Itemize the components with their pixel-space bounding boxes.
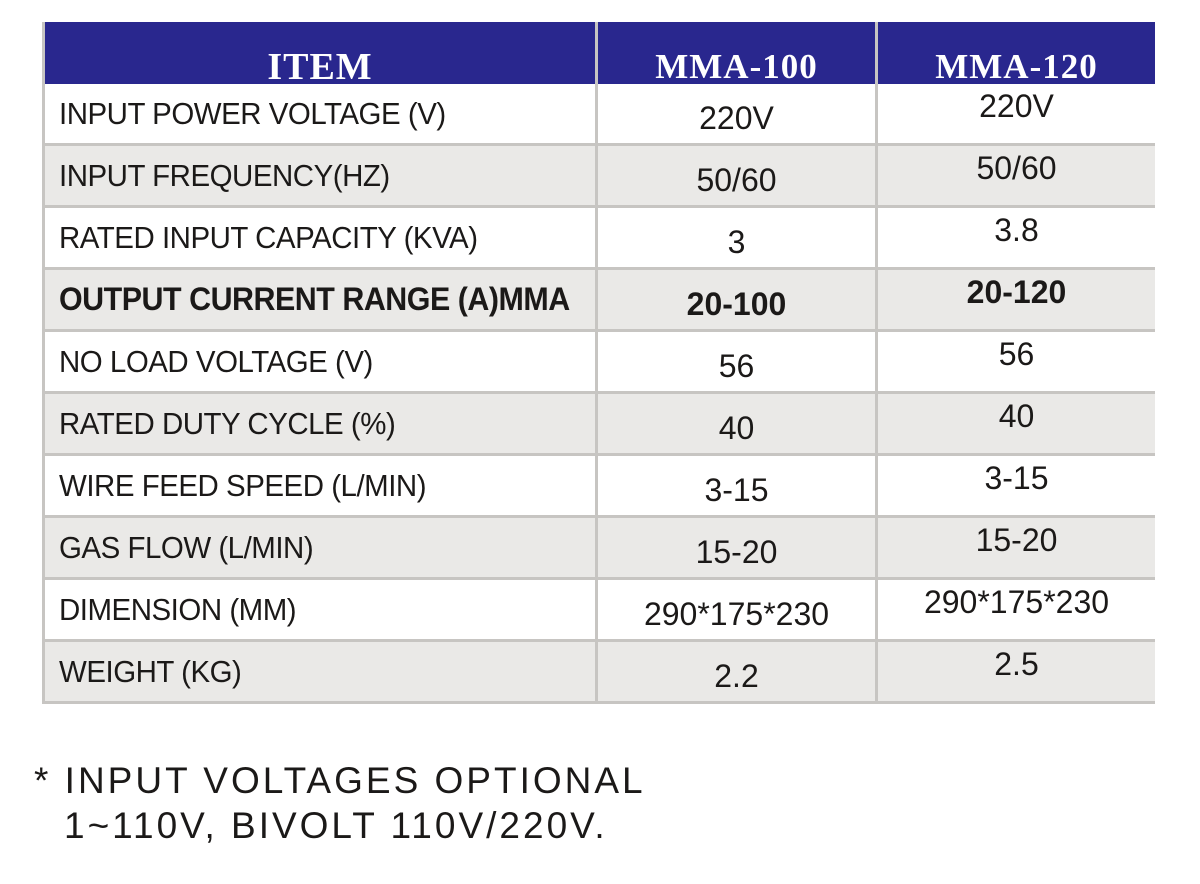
spec-label: DIMENSION (MM) (45, 580, 595, 639)
spec-value-mma100: 220V (598, 84, 875, 143)
spec-label: WEIGHT (KG) (45, 642, 595, 701)
footnote-line2: 1~110V, BIVOLT 110V/220V. (64, 805, 608, 847)
spec-value-mma120: 15-20 (878, 518, 1155, 577)
spec-table: ITEM MMA-100 MMA-120 INPUT POWER VOLTAGE… (42, 22, 1155, 704)
spec-value-mma120: 20-120 (878, 270, 1155, 329)
spec-value-mma120: 290*175*230 (878, 580, 1155, 639)
spec-label: INPUT POWER VOLTAGE (V) (45, 84, 595, 143)
header-mma120-label: MMA-120 (935, 47, 1098, 86)
header-mma100-label: MMA-100 (655, 47, 818, 86)
spec-label: OUTPUT CURRENT RANGE (A)MMA (45, 270, 595, 329)
spec-value-mma100: 40 (598, 394, 875, 453)
spec-value-mma100: 15-20 (598, 518, 875, 577)
spec-value-mma100: 20-100 (598, 270, 875, 329)
footnote-line1: * INPUT VOLTAGES OPTIONAL (34, 760, 646, 801)
spec-label: INPUT FREQUENCY(HZ) (45, 146, 595, 205)
spec-value-mma120: 3.8 (878, 208, 1155, 267)
spec-value-mma120: 2.5 (878, 642, 1155, 701)
spec-label: WIRE FEED SPEED (L/MIN) (45, 456, 595, 515)
spec-value-mma120: 56 (878, 332, 1155, 391)
spec-value-mma100: 50/60 (598, 146, 875, 205)
spec-label: RATED INPUT CAPACITY (KVA) (45, 208, 595, 267)
spec-value-mma120: 3-15 (878, 456, 1155, 515)
spec-value-mma120: 50/60 (878, 146, 1155, 205)
spec-value-mma100: 290*175*230 (598, 580, 875, 639)
spec-value-mma120: 220V (878, 84, 1155, 143)
spec-label: GAS FLOW (L/MIN) (45, 518, 595, 577)
spec-value-mma100: 56 (598, 332, 875, 391)
spec-value-mma100: 3 (598, 208, 875, 267)
header-item-label: ITEM (267, 46, 373, 88)
footnote: * INPUT VOLTAGES OPTIONAL 1~110V, BIVOLT… (34, 758, 646, 848)
spec-label: NO LOAD VOLTAGE (V) (45, 332, 595, 391)
spec-value-mma120: 40 (878, 394, 1155, 453)
spec-value-mma100: 2.2 (598, 642, 875, 701)
spec-label: RATED DUTY CYCLE (%) (45, 394, 595, 453)
spec-value-mma100: 3-15 (598, 456, 875, 515)
